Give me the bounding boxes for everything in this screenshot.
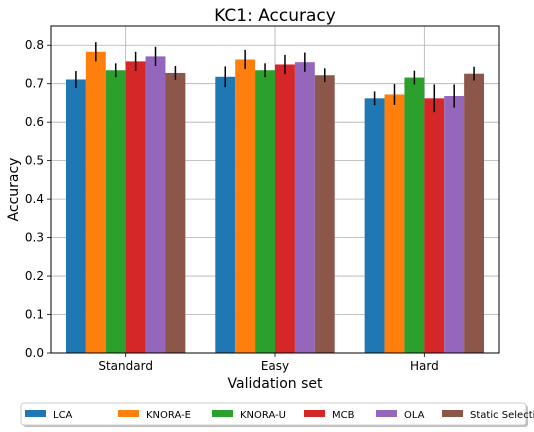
bar bbox=[65, 79, 86, 353]
error-bars bbox=[75, 42, 475, 113]
bar bbox=[404, 77, 425, 353]
bar bbox=[105, 70, 126, 353]
bar bbox=[215, 76, 236, 353]
bar bbox=[424, 98, 445, 353]
bar bbox=[314, 75, 335, 353]
y-tick-label: 0.6 bbox=[25, 115, 44, 129]
legend-swatch bbox=[376, 410, 397, 417]
bar bbox=[255, 70, 275, 353]
bar bbox=[145, 56, 166, 354]
y-tick-label: 0.2 bbox=[25, 269, 44, 283]
legend-label: OLA bbox=[404, 410, 425, 421]
legend: LCA KNORA-E KNORA-U MCB OLA Static Selection bbox=[20, 402, 534, 427]
bar bbox=[384, 94, 405, 353]
legend-swatch bbox=[442, 410, 463, 417]
y-tick-label: 0.1 bbox=[25, 308, 44, 322]
bar bbox=[464, 73, 485, 354]
legend-label: LCA bbox=[53, 410, 73, 421]
bar bbox=[85, 51, 106, 353]
bar bbox=[235, 59, 256, 353]
y-axis-ticks: 0.0 0.1 0.2 0.3 0.4 0.5 0.6 0.7 0.8 bbox=[25, 38, 51, 360]
y-tick-label: 0.8 bbox=[25, 38, 44, 52]
legend-swatch bbox=[212, 410, 233, 417]
y-tick-label: 0.5 bbox=[25, 154, 44, 168]
legend-label: Static Selection bbox=[470, 410, 534, 421]
y-axis-label: Accuracy bbox=[6, 158, 22, 222]
bar bbox=[275, 64, 295, 354]
y-tick-label: 0.4 bbox=[25, 192, 44, 206]
x-axis-label: Validation set bbox=[228, 376, 323, 392]
legend-swatch bbox=[304, 410, 325, 417]
bars bbox=[65, 51, 485, 354]
legend-box bbox=[20, 402, 527, 426]
bar bbox=[125, 61, 146, 353]
y-tick-label: 0.0 bbox=[25, 346, 44, 360]
bar bbox=[165, 72, 186, 354]
legend-label: KNORA-U bbox=[240, 410, 286, 421]
legend-label: KNORA-E bbox=[146, 410, 191, 421]
legend-label: MCB bbox=[332, 410, 355, 421]
chart-title: KC1: Accuracy bbox=[214, 6, 336, 26]
legend-swatch bbox=[25, 410, 46, 417]
bar bbox=[364, 98, 385, 353]
bar bbox=[444, 96, 465, 353]
x-tick-label: Hard bbox=[410, 359, 439, 373]
x-axis-ticks: Standard Easy Hard bbox=[98, 353, 439, 373]
legend-swatch bbox=[118, 410, 139, 417]
bar bbox=[294, 62, 315, 353]
y-tick-label: 0.3 bbox=[25, 231, 44, 245]
x-tick-label: Easy bbox=[261, 359, 289, 373]
x-tick-label: Standard bbox=[98, 359, 153, 373]
y-tick-label: 0.7 bbox=[25, 77, 44, 91]
